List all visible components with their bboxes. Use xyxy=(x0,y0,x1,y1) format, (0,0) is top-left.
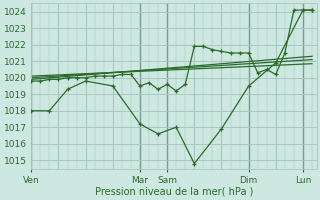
X-axis label: Pression niveau de la mer( hPa ): Pression niveau de la mer( hPa ) xyxy=(95,187,253,197)
